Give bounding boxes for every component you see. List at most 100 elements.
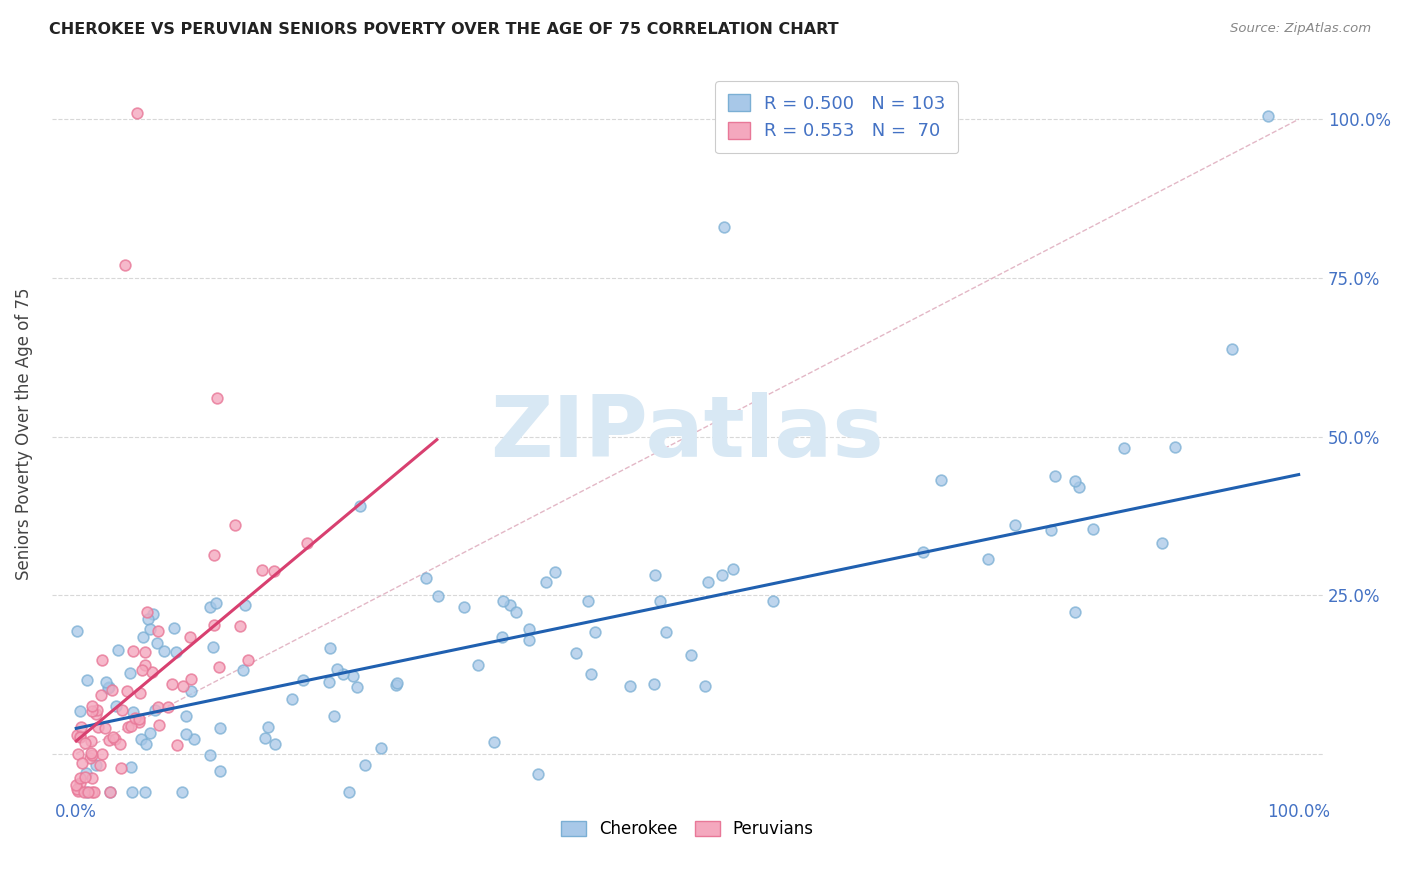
- Point: [427, 589, 450, 603]
- Point: [342, 669, 364, 683]
- Point: [291, 673, 314, 688]
- Point: [70, 756, 93, 771]
- Point: [97, 680, 120, 694]
- Point: [257, 720, 280, 734]
- Point: [172, 679, 194, 693]
- Point: [127, 106, 149, 120]
- Point: [179, 672, 201, 686]
- Point: [224, 518, 246, 533]
- Point: [695, 679, 717, 693]
- Point: [517, 632, 540, 647]
- Point: [319, 640, 342, 655]
- Point: [108, 737, 131, 751]
- Point: [198, 600, 221, 615]
- Point: [1081, 522, 1104, 536]
- Point: [129, 731, 152, 746]
- Point: [160, 677, 183, 691]
- Point: [229, 619, 252, 633]
- Point: [134, 658, 156, 673]
- Point: [104, 698, 127, 713]
- Point: [1257, 109, 1279, 123]
- Point: [370, 740, 392, 755]
- Point: [134, 785, 156, 799]
- Point: [153, 644, 176, 658]
- Point: [232, 663, 254, 677]
- Point: [136, 612, 159, 626]
- Point: [115, 683, 138, 698]
- Point: [713, 220, 735, 235]
- Point: [66, 728, 89, 742]
- Point: [148, 718, 170, 732]
- Point: [69, 720, 91, 734]
- Point: [141, 665, 163, 679]
- Point: [166, 738, 188, 752]
- Point: [131, 663, 153, 677]
- Point: [69, 704, 91, 718]
- Point: [111, 703, 134, 717]
- Point: [1163, 440, 1185, 454]
- Point: [82, 785, 104, 799]
- Text: ZIPatlas: ZIPatlas: [491, 392, 884, 475]
- Point: [346, 680, 368, 694]
- Point: [117, 720, 139, 734]
- Point: [250, 563, 273, 577]
- Point: [124, 711, 146, 725]
- Point: [721, 562, 744, 576]
- Point: [482, 735, 505, 749]
- Point: [138, 623, 160, 637]
- Point: [505, 605, 527, 619]
- Point: [76, 673, 98, 688]
- Point: [326, 662, 349, 676]
- Point: [121, 705, 143, 719]
- Point: [337, 785, 360, 799]
- Point: [499, 598, 522, 612]
- Point: [385, 676, 408, 690]
- Point: [681, 648, 703, 662]
- Point: [65, 779, 87, 793]
- Point: [643, 677, 665, 691]
- Point: [176, 709, 198, 723]
- Point: [66, 783, 89, 797]
- Point: [295, 536, 318, 550]
- Point: [84, 707, 107, 722]
- Point: [87, 720, 110, 734]
- Point: [75, 770, 97, 784]
- Point: [110, 761, 132, 775]
- Point: [619, 679, 641, 693]
- Point: [98, 785, 121, 799]
- Point: [104, 731, 127, 746]
- Point: [318, 675, 340, 690]
- Point: [208, 721, 231, 735]
- Point: [565, 646, 588, 660]
- Point: [233, 598, 256, 612]
- Point: [98, 732, 121, 747]
- Point: [180, 684, 202, 698]
- Legend: Cherokee, Peruvians: Cherokee, Peruvians: [554, 814, 821, 845]
- Point: [527, 766, 550, 780]
- Point: [1220, 342, 1243, 356]
- Point: [96, 675, 118, 690]
- Point: [103, 730, 125, 744]
- Point: [67, 747, 90, 762]
- Point: [332, 666, 354, 681]
- Point: [349, 499, 371, 513]
- Point: [80, 747, 103, 762]
- Point: [253, 731, 276, 746]
- Point: [165, 645, 187, 659]
- Point: [66, 781, 89, 796]
- Point: [323, 709, 346, 723]
- Point: [912, 545, 935, 559]
- Point: [135, 605, 157, 619]
- Point: [80, 704, 103, 718]
- Point: [198, 747, 221, 762]
- Point: [204, 596, 226, 610]
- Point: [415, 571, 437, 585]
- Point: [172, 785, 194, 799]
- Point: [80, 734, 103, 748]
- Point: [491, 630, 513, 644]
- Point: [80, 772, 103, 786]
- Point: [263, 737, 285, 751]
- Point: [202, 617, 225, 632]
- Point: [142, 607, 165, 622]
- Point: [534, 575, 557, 590]
